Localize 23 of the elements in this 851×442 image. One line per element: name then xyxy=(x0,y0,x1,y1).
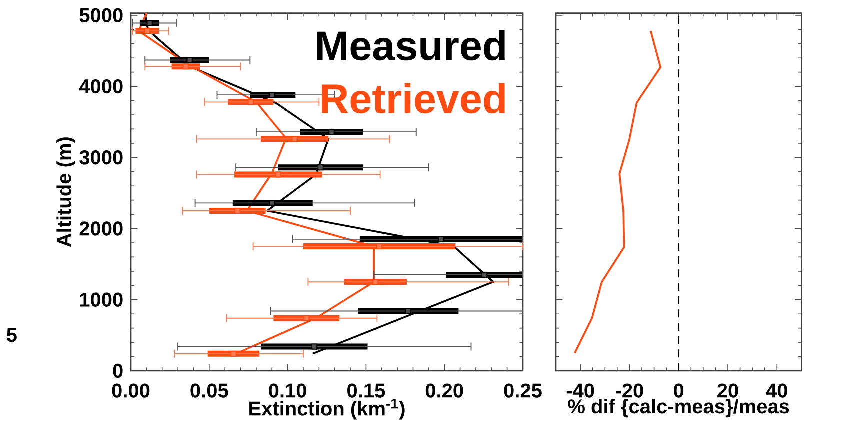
x-axis-title: Extinction (km$^{-1}$) xyxy=(250,399,405,420)
x-tick-label: 0.00 xyxy=(112,384,150,398)
x-tick-label: 0.05 xyxy=(190,384,228,398)
y-tick-label: 3000 xyxy=(80,150,123,165)
y-tick-label: 2000 xyxy=(80,222,123,236)
x-tick-label: 0.20 xyxy=(426,384,464,398)
y-tick-label: 5000 xyxy=(80,8,123,23)
y-axis-title: Altitude (m) xyxy=(56,138,76,248)
y-tick-label: 4000 xyxy=(79,79,123,94)
x-tick-label: 0.10 xyxy=(269,384,306,398)
series-label: Retrieved xyxy=(322,83,505,114)
x-axis-title: % dif {calc-meas}/meas xyxy=(568,399,790,418)
x-tick-label: 0 xyxy=(674,384,684,398)
series-label: Measured xyxy=(317,30,505,61)
x-tick-label: 0.15 xyxy=(348,384,386,398)
x-tick-label: 40 xyxy=(766,384,788,398)
x-tick-label: 0.25 xyxy=(504,384,542,398)
y-tick-label: 0 xyxy=(113,364,123,378)
x-tick-label: -20 xyxy=(616,384,644,398)
text: 5 xyxy=(6,328,17,342)
x-tick-label: -40 xyxy=(566,384,594,398)
y-tick-label: 1000 xyxy=(80,292,123,307)
x-tick-label: 20 xyxy=(718,384,738,398)
